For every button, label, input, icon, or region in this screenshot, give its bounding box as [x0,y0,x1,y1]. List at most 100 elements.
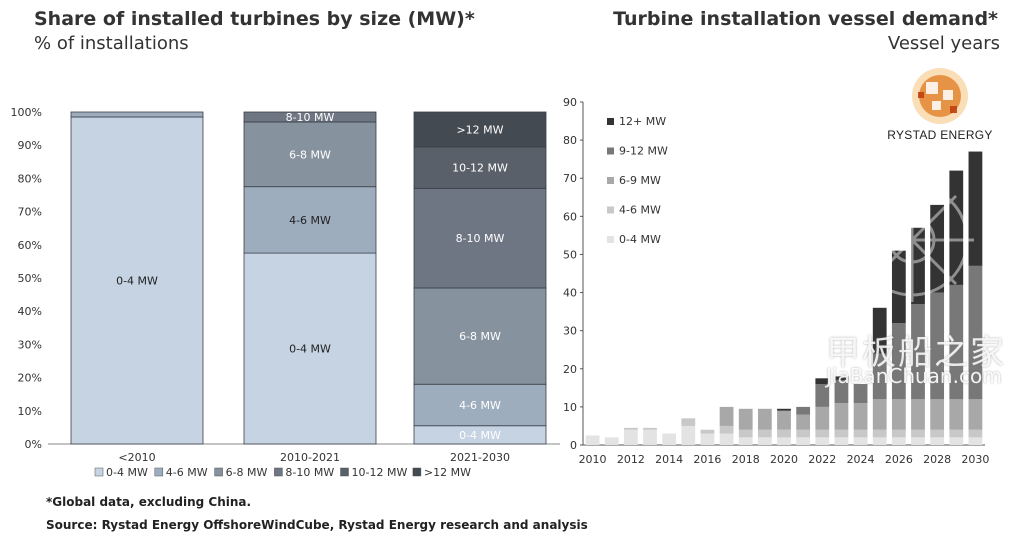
right-x-tick-label: 2026 [885,453,913,466]
right-bar-segment [834,429,849,438]
right-bar-segment [815,437,830,445]
right-bar-segment [719,425,734,434]
left-legend-swatch [214,467,223,477]
right-bar-segment [738,429,753,438]
right-bar-segment [834,437,849,445]
right-legend-swatch [607,206,614,214]
right-bar-segment [777,410,791,430]
right-bar-segment [662,433,677,445]
left-y-tick-label: 50% [18,272,42,285]
logo-text: RYSTAD ENERGY [887,128,993,142]
right-bar-segment [700,433,715,445]
right-chart-title: Turbine installation vessel demand* [613,8,998,30]
right-bar-segment [968,437,983,445]
right-x-tick-label: 2028 [923,453,951,466]
right-bar-segment [834,380,849,404]
right-bar-segment [643,429,657,445]
left-y-tick-label: 70% [18,206,42,219]
right-legend-label: 0-4 MW [619,233,661,246]
left-bar-segment [413,146,547,189]
right-bar-segment [911,303,925,400]
left-y-tick-label: 40% [18,305,42,318]
footnote: *Global data, excluding China. [46,495,252,509]
right-bar-segment [796,414,811,430]
left-y-tick-label: 10% [18,405,42,418]
right-legend-swatch [607,236,614,243]
right-legend-swatch [607,118,614,125]
right-x-tick-label: 2012 [617,453,645,466]
right-bar-segment [623,427,638,430]
left-bar-segment [413,287,547,385]
right-bar-segment [623,429,638,445]
right-bar-segment [815,406,830,430]
right-bar-segment [643,427,657,430]
right-bar-segment [891,323,906,400]
right-bar-segment [585,435,600,445]
right-bar-segment [777,429,791,438]
right-bar-segment [757,408,772,430]
left-y-tick-label: 20% [18,372,42,385]
left-bar-label: 6-8 MW [459,330,501,343]
left-legend-label: 4-6 MW [166,466,208,479]
right-legend-swatch [607,147,614,155]
left-x-tick-label: 2010-2021 [280,451,340,464]
right-bar-segment [891,250,906,324]
left-legend-label: 0-4 MW [106,466,148,479]
right-bar-segment [738,408,753,430]
right-bar-segment [911,399,925,430]
right-bar-segment [681,418,696,426]
right-bar-segment [681,425,696,445]
right-bar-segment [911,227,925,304]
right-bar-segment [949,399,964,430]
right-y-tick-label: 10 [563,401,577,414]
left-bar-segment [70,111,204,118]
left-bar-label: 4-6 MW [459,399,501,412]
left-legend-swatch [154,467,164,477]
left-y-tick-label: 60% [18,239,42,252]
right-bar-segment [700,429,715,434]
right-bar-segment [853,429,868,438]
right-x-tick-label: 2014 [655,453,683,466]
left-legend-swatch [274,467,283,477]
right-y-tick-label: 0 [570,439,577,452]
right-bar-segment [604,437,619,445]
right-x-tick-label: 2016 [693,453,721,466]
right-bar-segment [757,437,772,445]
right-bar-segment [834,376,849,381]
right-legend-label: 12+ MW [619,115,666,128]
right-y-tick-label: 60 [563,210,577,223]
left-legend-swatch [94,467,104,477]
right-bar-segment [796,406,811,415]
right-bar-segment [930,437,945,445]
left-chart-subtitle: % of installations [34,33,189,54]
right-bar-segment [872,399,887,430]
right-bar-segment [949,437,964,445]
left-y-tick-label: 80% [18,172,42,185]
right-bar-segment [853,437,868,445]
right-bar-segment [949,429,964,438]
right-bar-segment [834,403,849,430]
right-bar-segment [853,384,868,404]
watermark-line2: JiaBanChuan.com [826,364,1002,388]
left-y-tick-label: 100% [11,106,42,119]
left-chart-title: Share of installed turbines by size (MW)… [34,8,475,30]
left-bar-segment [243,111,377,123]
left-legend-swatch [412,467,422,477]
left-bar-segment [243,186,377,254]
right-bar-segment [853,403,868,430]
right-bar-segment [777,408,791,411]
right-bar-segment [719,406,734,426]
right-x-tick-label: 2010 [579,453,607,466]
right-bar-segment [930,204,945,293]
right-bar-segment [968,151,983,266]
right-legend-swatch [607,177,614,184]
right-bar-segment [815,378,830,385]
left-bar-label: 10-12 MW [452,162,508,175]
left-x-tick-label: <2010 [118,451,155,464]
left-bar-segment [413,187,547,289]
left-bar-segment [413,383,547,427]
left-bar-label: 0-4 MW [116,274,158,287]
right-bar-segment [796,429,811,438]
rystad-logo: RYSTAD ENERGY [870,64,1000,148]
left-bar-segment [70,116,204,445]
